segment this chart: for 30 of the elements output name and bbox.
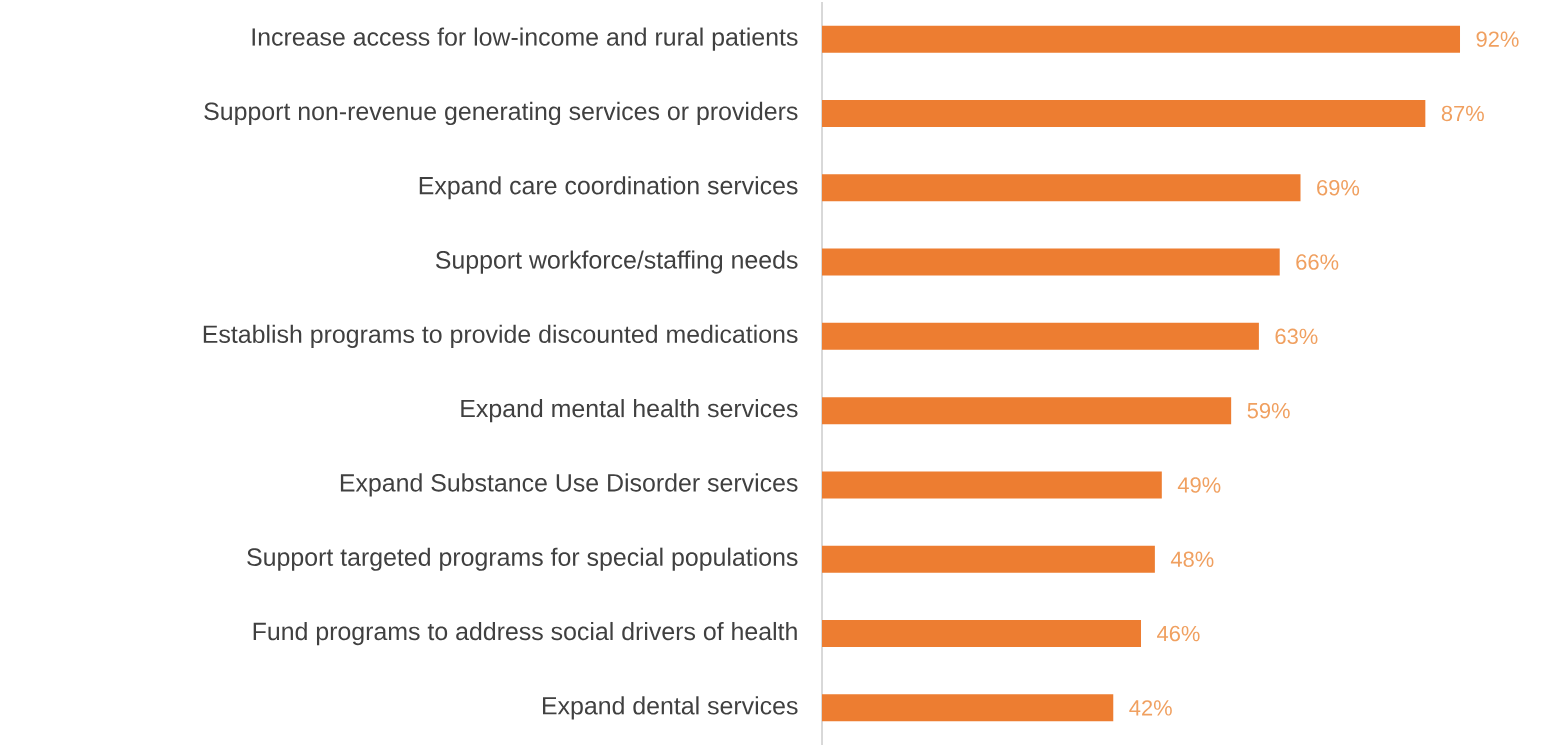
data-label: 87% (1441, 105, 1484, 122)
data-label: 66% (1296, 254, 1339, 270)
y-tick-label: Support workforce/staffing needs (435, 250, 798, 274)
data-label: 46% (1157, 625, 1200, 642)
bar (822, 174, 1301, 202)
y-tick-label: Expand care coordination services (419, 176, 798, 200)
bar (822, 248, 1280, 276)
data-label: 59% (1247, 402, 1290, 419)
y-tick-label: Expand Substance Use Disorder services (340, 473, 798, 497)
bar (822, 545, 1155, 573)
bar (822, 99, 1426, 127)
y-tick-label: Establish programs to provide discounted medications (203, 324, 798, 348)
bar (822, 322, 1259, 350)
bar (822, 620, 1141, 648)
data-label: 48% (1170, 551, 1214, 568)
y-tick-label: Support targeted programs for special populations (247, 547, 798, 571)
bar (822, 25, 1461, 53)
y-tick-label: Expand mental health services (461, 399, 798, 423)
data-label: 42% (1129, 700, 1172, 716)
bar (822, 397, 1232, 425)
data-label: 63% (1275, 328, 1318, 345)
y-tick-label: Support non-revenue generating services or providers (204, 101, 798, 126)
y-tick-label: Fund programs to address social drivers of health (253, 621, 797, 646)
bar (822, 694, 1114, 722)
bar (822, 471, 1162, 499)
y-tick-label: Increase access for low-income and rural patients (252, 27, 798, 51)
data-label: 69% (1317, 179, 1360, 196)
data-label: 92% (1476, 31, 1519, 47)
data-label: 49% (1177, 477, 1221, 493)
y-tick-label: Expand dental services (543, 696, 798, 720)
